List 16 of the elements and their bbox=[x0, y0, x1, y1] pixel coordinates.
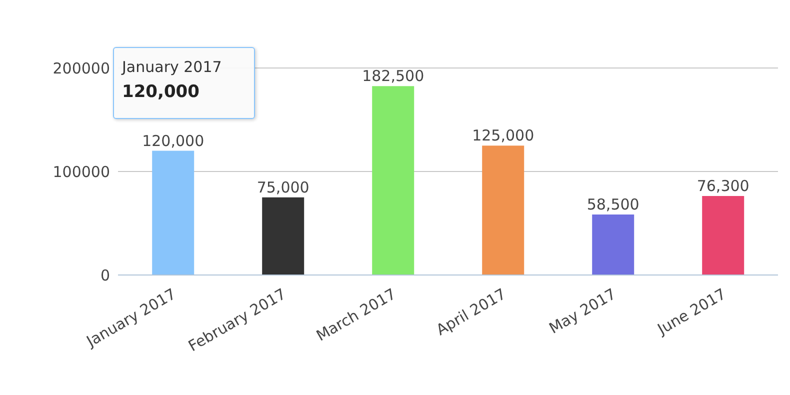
y-tick-label: 100000 bbox=[52, 162, 110, 181]
bar bbox=[152, 150, 194, 275]
annotation: January 2017 120,000 bbox=[122, 58, 223, 102]
data-label: 120,000 bbox=[142, 132, 204, 150]
data-label: 75,000 bbox=[256, 178, 310, 196]
bar bbox=[372, 86, 414, 275]
bar bbox=[482, 146, 524, 275]
data-label: 58,500 bbox=[586, 195, 640, 214]
bar bbox=[592, 214, 634, 275]
data-label: 182,500 bbox=[362, 67, 424, 86]
bar bbox=[262, 197, 304, 275]
bar bbox=[702, 196, 744, 275]
data-label: 125,000 bbox=[472, 126, 534, 145]
y-tick-label: 200000 bbox=[52, 59, 110, 78]
data-label: 76,300 bbox=[696, 177, 750, 196]
y-tick-label: 0 bbox=[100, 266, 110, 284]
